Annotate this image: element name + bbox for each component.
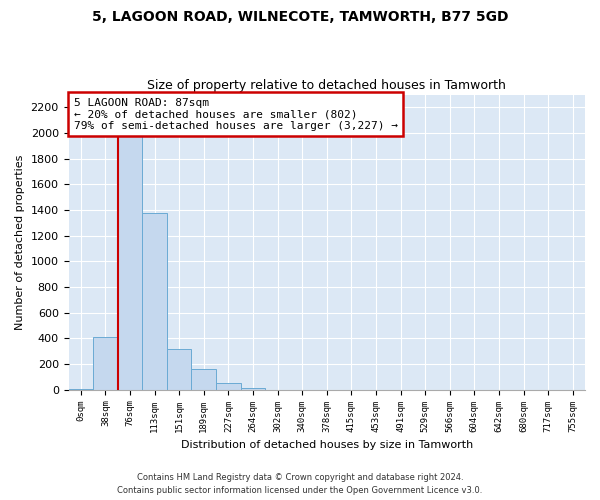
Text: 5 LAGOON ROAD: 87sqm
← 20% of detached houses are smaller (802)
79% of semi-deta: 5 LAGOON ROAD: 87sqm ← 20% of detached h…	[74, 98, 398, 130]
Bar	[241, 388, 265, 390]
Text: 5, LAGOON ROAD, WILNECOTE, TAMWORTH, B77 5GD: 5, LAGOON ROAD, WILNECOTE, TAMWORTH, B77…	[92, 10, 508, 24]
Bar	[216, 384, 241, 390]
Y-axis label: Number of detached properties: Number of detached properties	[15, 154, 25, 330]
Bar	[93, 337, 118, 390]
Text: Contains HM Land Registry data © Crown copyright and database right 2024.
Contai: Contains HM Land Registry data © Crown c…	[118, 474, 482, 495]
Bar	[118, 120, 142, 390]
Title: Size of property relative to detached houses in Tamworth: Size of property relative to detached ho…	[148, 79, 506, 92]
X-axis label: Distribution of detached houses by size in Tamworth: Distribution of detached houses by size …	[181, 440, 473, 450]
Bar	[167, 348, 191, 390]
Bar	[191, 369, 216, 390]
Bar	[142, 212, 167, 390]
Bar	[68, 389, 93, 390]
